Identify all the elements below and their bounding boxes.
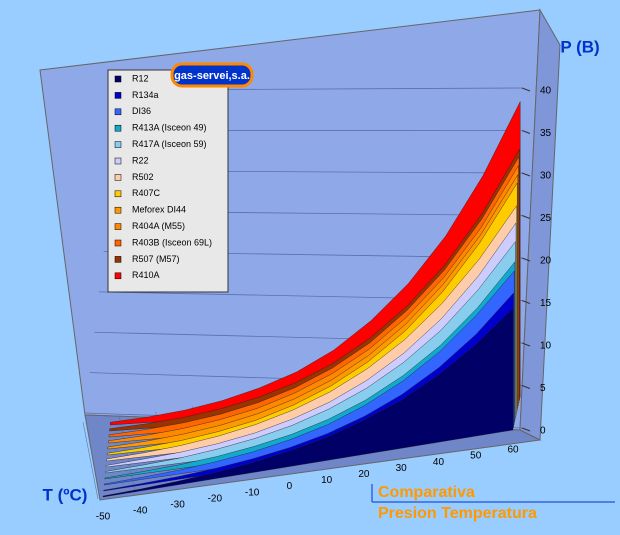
x-tick-label: 40 (433, 457, 445, 468)
legend-swatch (115, 224, 121, 230)
y-tick-label: 15 (540, 298, 552, 309)
legend-label: R502 (132, 172, 154, 182)
legend-label: R403B (Isceon 69L) (132, 237, 212, 247)
legend-swatch (115, 174, 121, 180)
legend-label: R507 (M57) (132, 254, 180, 264)
legend-label: R22 (132, 155, 149, 165)
legend-label: DI36 (132, 106, 151, 116)
y-tick-label: 5 (540, 383, 546, 394)
legend-label: R417A (Isceon 59) (132, 139, 207, 149)
x-tick-label: 20 (358, 469, 370, 480)
legend-label: R410A (132, 270, 160, 280)
y-tick-label: 30 (540, 171, 552, 182)
legend-swatch (115, 92, 121, 98)
legend-label: R404A (M55) (132, 221, 185, 231)
y-axis-label: P (B) (560, 37, 599, 56)
legend-label: R12 (132, 73, 149, 83)
y-tick-label: 20 (540, 256, 552, 267)
legend-swatch (115, 207, 121, 213)
legend-swatch (115, 76, 121, 82)
x-tick-label: 60 (507, 445, 519, 456)
y-tick-label: 10 (540, 341, 552, 352)
legend-swatch (115, 142, 121, 148)
logo-text: gas-servei,s.a. (174, 70, 250, 82)
y-tick-label: 40 (540, 86, 552, 97)
legend-label: R134a (132, 90, 159, 100)
legend-swatch (115, 158, 121, 164)
y-tick-label: 35 (540, 128, 552, 139)
legend-swatch (115, 125, 121, 131)
x-tick-label: -30 (170, 499, 185, 510)
chart-title: Comparativa (378, 484, 475, 501)
x-tick-label: 50 (470, 451, 482, 462)
legend-swatch (115, 256, 121, 262)
chart-subtitle: Presion Temperatura (378, 505, 537, 522)
x-tick-label: -40 (133, 506, 148, 517)
legend-swatch (115, 109, 121, 115)
legend-swatch (115, 240, 121, 246)
legend-swatch (115, 191, 121, 197)
legend-label: R407C (132, 188, 161, 198)
x-tick-label: 0 (287, 481, 293, 492)
legend-label: Meforex DI44 (132, 205, 186, 215)
x-axis-label: T (ºC) (43, 485, 88, 504)
x-tick-label: -10 (245, 487, 260, 498)
y-tick-label: 25 (540, 213, 552, 224)
legend-label: R413A (Isceon 49) (132, 123, 207, 133)
x-tick-label: -50 (96, 512, 111, 523)
y-tick-label: 0 (540, 426, 546, 437)
legend-swatch (115, 273, 121, 279)
x-tick-label: 30 (396, 463, 408, 474)
x-tick-label: 10 (321, 475, 333, 486)
x-tick-label: -20 (208, 493, 223, 504)
